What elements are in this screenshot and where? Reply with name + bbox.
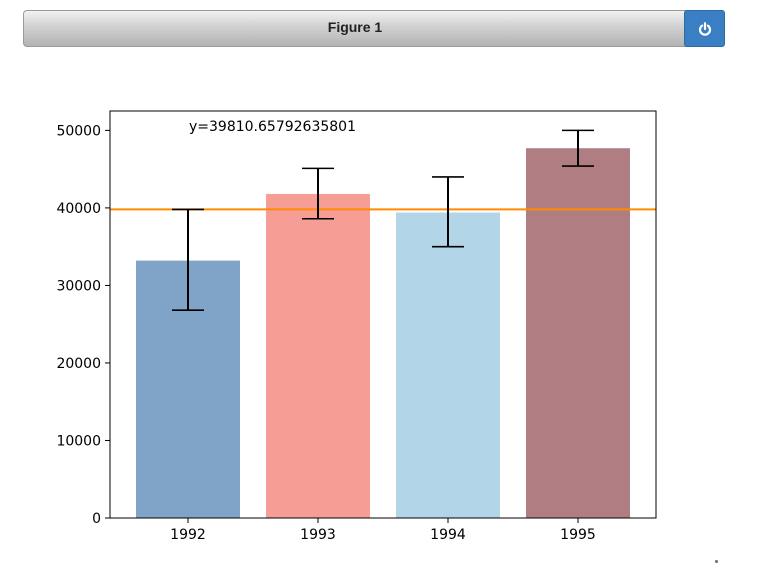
figure-titlebar: Figure 1 (23, 10, 725, 47)
y-tick-label-30000: 30000 (56, 278, 101, 294)
plot-frame (109, 110, 657, 519)
y-tick-label-40000: 40000 (56, 201, 101, 217)
x-tick-label-1995: 1995 (560, 527, 596, 543)
resize-handle[interactable] (715, 560, 718, 563)
bar-1993 (266, 193, 370, 518)
mean-annotation: y=39810.65792635801 (189, 119, 356, 135)
y-tick-label-0: 0 (92, 511, 101, 527)
x-tick-label-1992: 1992 (170, 527, 206, 543)
figure-title: Figure 1 (327, 19, 383, 35)
bar-1994 (396, 212, 500, 518)
y-tick-label-20000: 20000 (56, 356, 101, 372)
close-figure-button[interactable] (684, 10, 725, 47)
y-axis: 0 10000 20000 30000 40000 50000 (56, 123, 110, 527)
x-axis: 1992 1993 1994 1995 (170, 518, 596, 543)
y-tick-label-50000: 50000 (56, 123, 101, 139)
x-tick-label-1994: 1994 (430, 527, 466, 543)
power-icon (698, 21, 711, 36)
bar-1995 (526, 148, 630, 518)
error-bars-group (172, 129, 594, 312)
y-tick-label-10000: 10000 (56, 433, 101, 449)
x-tick-label-1993: 1993 (300, 527, 336, 543)
